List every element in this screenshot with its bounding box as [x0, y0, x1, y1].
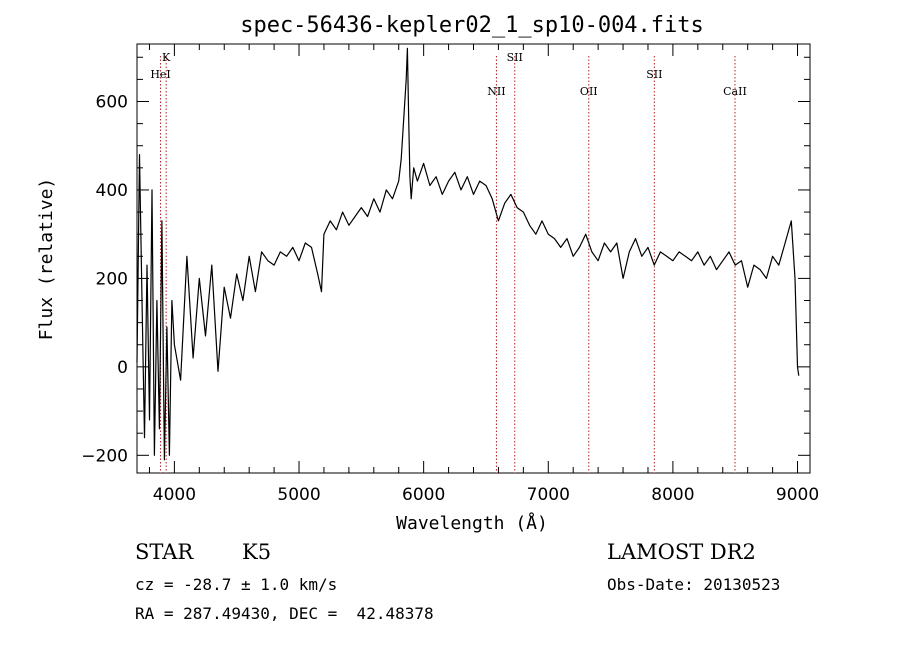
survey-name: LAMOST DR2 [607, 540, 756, 564]
object-class: STAR [135, 540, 194, 564]
x-tick-label-1: 5000 [277, 485, 320, 505]
y-tick-label-3: 400 [96, 181, 128, 201]
x-tick-label-2: 6000 [402, 485, 445, 505]
y-axis-label: Flux (relative) [36, 178, 57, 341]
spectral-line-label-1: HeI [150, 68, 170, 81]
y-tick-label-1: 0 [117, 358, 128, 378]
spectral-line-label-6: CaII [723, 85, 747, 98]
x-tick-label-4: 8000 [651, 485, 694, 505]
spectral-line-label-0: K [162, 51, 171, 64]
redshift-value: cz = -28.7 ± 1.0 km/s [135, 575, 338, 594]
spectral-line-label-4: OII [580, 85, 598, 98]
observation-date: Obs-Date: 20130523 [607, 575, 781, 594]
spectral-line-label-2: NII [487, 85, 505, 98]
spectral-line-label-5: SII [646, 68, 662, 81]
x-tick-label-3: 7000 [527, 485, 570, 505]
y-tick-label-2: 200 [96, 269, 128, 289]
spectrum-series-line [136, 47, 800, 461]
object-subclass: K5 [242, 540, 272, 564]
spectral-line-label-3: SII [507, 51, 523, 64]
x-tick-label-5: 9000 [776, 485, 819, 505]
coordinates: RA = 287.49430, DEC = 42.48378 [135, 604, 434, 623]
y-tick-label-0: −200 [81, 446, 128, 466]
x-axis-label: Wavelength (Å) [396, 512, 548, 534]
x-tick-label-0: 4000 [153, 485, 196, 505]
chart-title: spec-56436-kepler02_1_sp10-004.fits [240, 13, 704, 38]
y-tick-label-4: 600 [96, 92, 128, 112]
